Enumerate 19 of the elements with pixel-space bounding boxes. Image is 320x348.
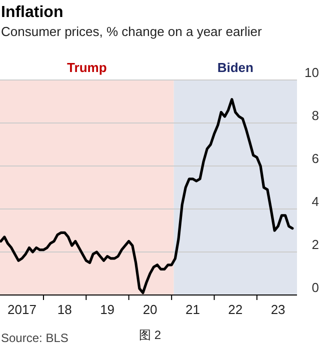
chart-subtitle: Consumer prices, % change on a year earlier bbox=[1, 24, 263, 39]
y-tick-label: 2 bbox=[312, 237, 319, 252]
y-tick-label: 10 bbox=[304, 65, 319, 80]
x-tick-label: 19 bbox=[100, 302, 115, 317]
band-label: Biden bbox=[217, 60, 254, 75]
x-tick-label: 22 bbox=[228, 302, 243, 317]
caption: 图 2 bbox=[138, 328, 162, 342]
source-note: Source: BLS bbox=[1, 331, 68, 345]
x-tick-label: 20 bbox=[142, 302, 158, 317]
x-tick-label: 23 bbox=[270, 302, 286, 317]
y-tick-label: 8 bbox=[312, 108, 319, 123]
x-tick-label: 21 bbox=[186, 302, 200, 317]
y-tick-label: 4 bbox=[312, 194, 319, 209]
chart-title: Inflation bbox=[1, 4, 64, 21]
y-tick-label: 0 bbox=[312, 280, 319, 295]
x-tick-label: 18 bbox=[57, 302, 72, 317]
y-tick-label: 6 bbox=[312, 151, 319, 166]
band-label: Trump bbox=[67, 60, 107, 75]
x-tick-label: 2017 bbox=[8, 302, 36, 317]
